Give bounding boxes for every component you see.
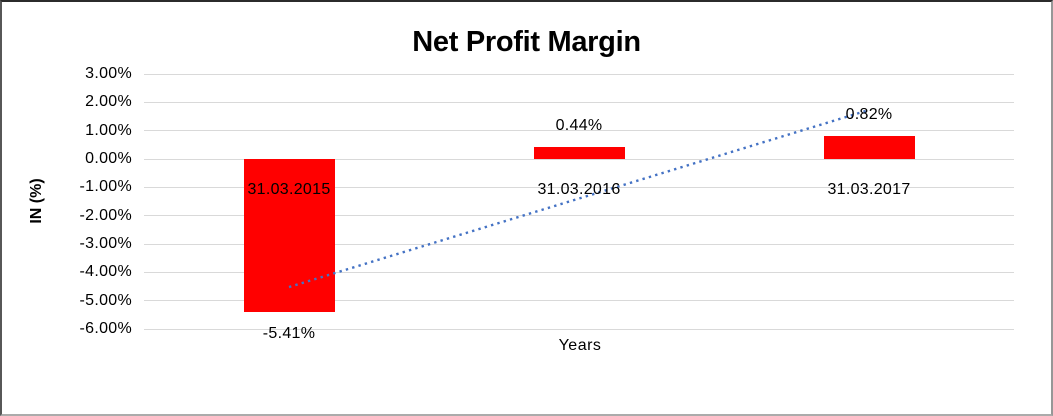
x-category-label: 31.03.2016 xyxy=(537,181,621,198)
bar-data-label: 0.44% xyxy=(555,116,603,134)
y-tick-label: -3.00% xyxy=(79,235,132,252)
gridline xyxy=(144,186,1014,188)
y-tick-label: 1.00% xyxy=(85,121,132,139)
chart-title: Net Profit Margin xyxy=(412,26,641,58)
bar-data-label: 0.82% xyxy=(845,105,893,123)
y-tick-label: -5.00% xyxy=(79,291,132,309)
bar-data-label: -5.41% xyxy=(262,325,316,343)
y-tick-label: -1.00% xyxy=(79,178,132,196)
y-tick-label: -6.00% xyxy=(79,320,132,337)
y-tick-label: -4.00% xyxy=(79,263,132,281)
gridline xyxy=(144,300,1014,302)
gridline xyxy=(144,328,1014,330)
bar-31.03.2017 xyxy=(823,135,915,159)
y-tick-label: 2.00% xyxy=(85,93,132,111)
gridline xyxy=(144,271,1014,273)
gridline xyxy=(144,73,1014,75)
gridline xyxy=(144,101,1014,103)
x-axis-title: Years xyxy=(558,337,602,354)
x-category-label: 31.03.2017 xyxy=(827,181,911,198)
gridline xyxy=(144,215,1014,217)
y-tick-label: -2.00% xyxy=(79,206,132,224)
gridline xyxy=(144,158,1014,160)
gridline xyxy=(144,243,1014,245)
gridline xyxy=(144,130,1014,132)
y-tick-label: 0.00% xyxy=(85,150,132,167)
x-category-label: 31.03.2015 xyxy=(247,181,331,198)
bar-31.03.2016 xyxy=(533,146,625,159)
y-tick-label: 3.00% xyxy=(85,65,132,82)
y-axis-title: IN (%) xyxy=(28,178,45,224)
